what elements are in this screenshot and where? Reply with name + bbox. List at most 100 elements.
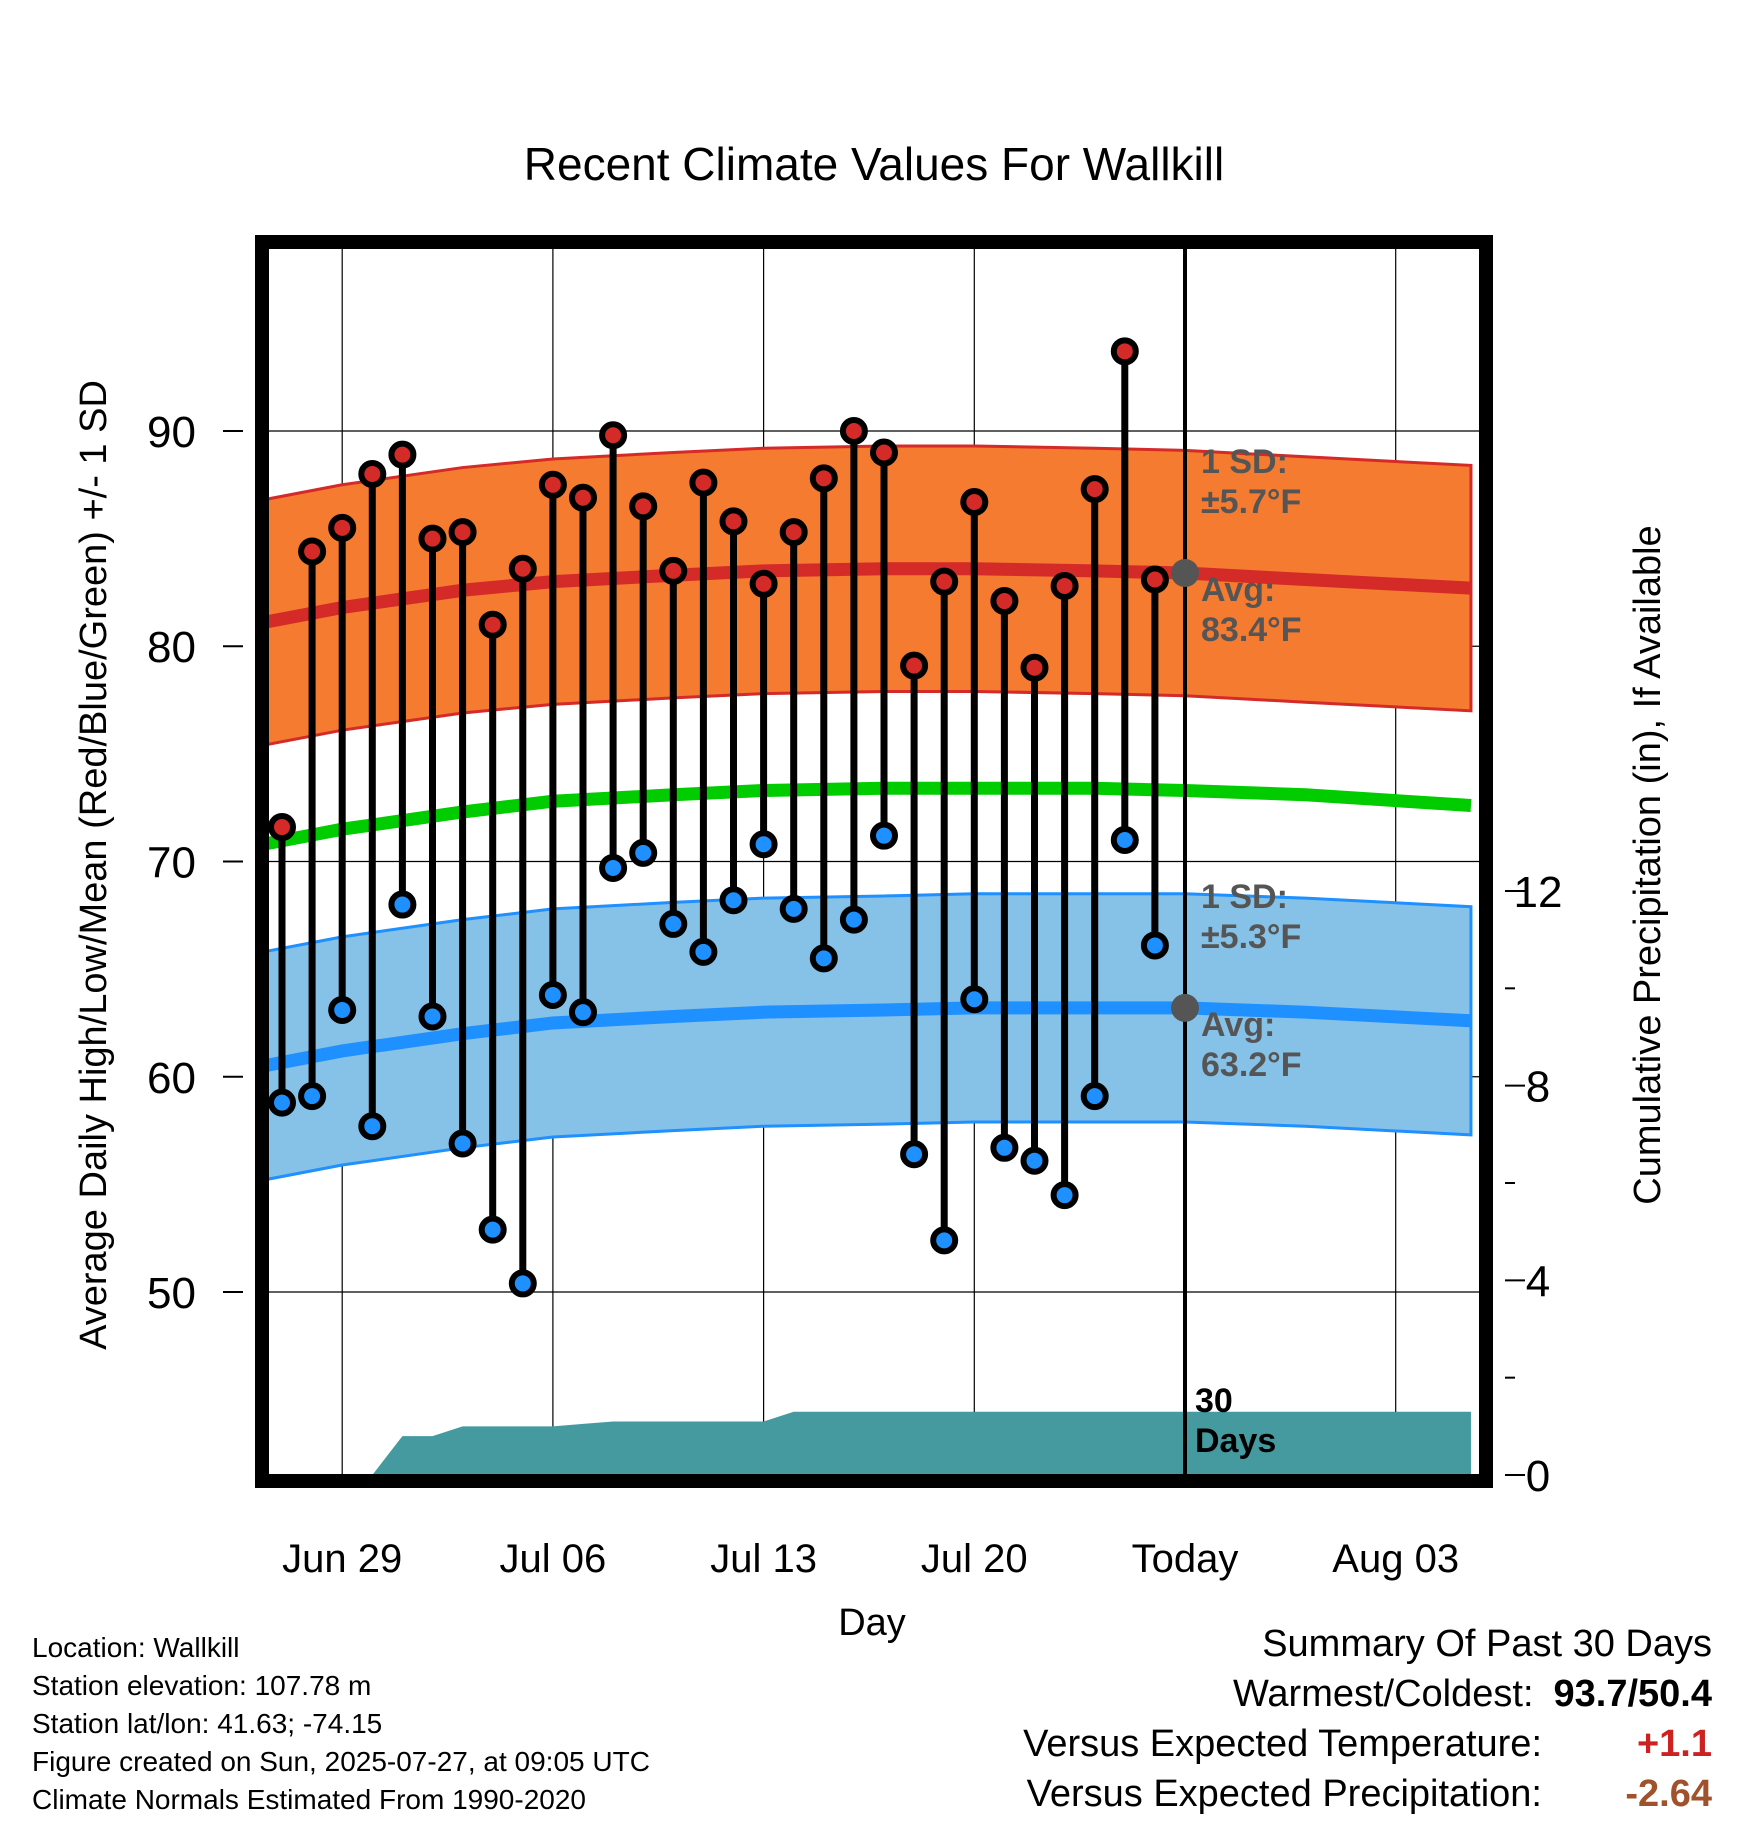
x-tick-label: Jun 29: [282, 1537, 402, 1581]
low-temp-dot: [809, 944, 838, 973]
high-temp-dot: [749, 569, 778, 598]
low-sd-label: 1 SD:: [1201, 878, 1288, 916]
low-temp-dot: [839, 905, 868, 934]
high-sd-label: 1 SD:: [1201, 443, 1288, 481]
days-label-number: 30: [1195, 1382, 1233, 1420]
low-temp-dot: [599, 853, 628, 882]
high-temp-dot: [298, 537, 327, 566]
summary-title: Summary Of Past 30 Days: [1262, 1623, 1712, 1665]
high-temp-dot: [358, 460, 387, 489]
high-temp-dot: [1110, 337, 1139, 366]
high-temp-dot: [599, 421, 628, 450]
y2-tick-label: 12: [1514, 868, 1563, 917]
high-temp-dot: [418, 524, 447, 553]
high-temp-dot: [779, 518, 808, 547]
high-temp-dot: [268, 813, 296, 842]
low-temp-dot: [1140, 931, 1169, 960]
y-tick-label: 70: [147, 839, 196, 888]
high-temp-dot: [839, 416, 868, 445]
low-temp-dot: [930, 1226, 959, 1255]
location-text: Location: Wallkill: [32, 1632, 240, 1663]
created-text: Figure created on Sun, 2025-07-27, at 09…: [32, 1746, 650, 1777]
low-temp-dot: [448, 1129, 477, 1158]
high-temp-dot: [1080, 475, 1109, 504]
high-temp-dot: [508, 554, 537, 583]
high-temp-dot: [538, 470, 567, 499]
high-temp-dot: [1050, 571, 1079, 600]
y-axis: 50 60 70 80 90: [147, 408, 243, 1318]
y2-axis: 0 4 8 12: [1505, 868, 1562, 1501]
y-tick-label: 50: [147, 1269, 196, 1318]
low-temp-dot: [990, 1133, 1019, 1162]
low-temp-dot: [779, 894, 808, 923]
y2-tick-label: 8: [1526, 1063, 1550, 1112]
high-temp-dot: [689, 468, 718, 497]
y2-tick-label: 4: [1526, 1257, 1550, 1306]
low-temp-dot: [538, 980, 567, 1009]
today-low-avg-marker: [1171, 993, 1199, 1022]
high-temp-dot: [569, 483, 597, 512]
low-temp-dot: [749, 830, 778, 859]
low-temp-dot: [418, 1002, 447, 1031]
low-temp-dot: [629, 838, 658, 867]
low-temp-dot: [358, 1112, 387, 1141]
summary-precip: Versus Expected Precipitation: -2.64: [1027, 1772, 1712, 1816]
y2-tick-label: 0: [1526, 1452, 1550, 1501]
low-temp-dot: [328, 996, 357, 1025]
y2-axis-label: Cumulative Precipitation (in), If Availa…: [1627, 525, 1669, 1204]
high-temp-dot: [930, 567, 959, 596]
low-temp-dot: [870, 821, 898, 850]
chart-title: Recent Climate Values For Wallkill: [524, 138, 1224, 190]
low-temp-dot: [1080, 1082, 1109, 1111]
high-temp-dot: [719, 507, 748, 536]
high-temp-dot: [809, 464, 838, 493]
low-temp-dot: [388, 890, 417, 919]
high-temp-dot: [990, 587, 1019, 616]
precip-value: -2.64: [1625, 1773, 1712, 1815]
warm-cold-label: Warmest/Coldest:: [1232, 1673, 1534, 1715]
summary-warm-cold: Warmest/Coldest: 93.7/50.4: [1233, 1672, 1712, 1716]
high-temp-dot: [1020, 653, 1049, 682]
observations: [268, 337, 1169, 1298]
x-tick-label: Today: [1132, 1537, 1239, 1581]
low-temp-dot: [689, 937, 718, 966]
high-temp-dot: [388, 440, 417, 469]
low-temp-dot: [900, 1140, 929, 1169]
low-temp-dot: [1050, 1181, 1079, 1210]
latlon-text: Station lat/lon: 41.63; -74.15: [32, 1708, 383, 1739]
temp-value: +1.1: [1636, 1723, 1712, 1765]
high-avg-label: Avg:: [1201, 571, 1275, 609]
low-temp-dot: [960, 985, 989, 1014]
high-temp-dot: [870, 438, 898, 467]
low-temp-dot: [478, 1215, 507, 1244]
high-temp-dot: [629, 492, 658, 521]
high-temp-dot: [448, 518, 477, 547]
high-temp-dot: [1140, 565, 1169, 594]
precip-area: [268, 1411, 1471, 1475]
days-label-word: Days: [1195, 1422, 1276, 1460]
high-temp-dot: [659, 556, 688, 585]
warm-cold-value: 93.7/50.4: [1553, 1673, 1712, 1715]
low-temp-dot: [298, 1082, 327, 1111]
y-tick-label: 60: [147, 1054, 196, 1103]
high-avg-value: 83.4°F: [1201, 611, 1302, 649]
y-tick-label: 90: [147, 408, 196, 457]
x-tick-label: Jul 20: [921, 1537, 1028, 1581]
low-temp-dot: [268, 1088, 296, 1117]
y-tick-label: 80: [147, 623, 196, 672]
x-axis: Jun 29 Jul 06 Jul 13 Jul 20 Today Aug 03: [282, 1537, 1459, 1581]
low-temp-dot: [508, 1269, 537, 1298]
y-axis-label: Average Daily High/Low/Mean (Red/Blue/Gr…: [73, 380, 115, 1350]
low-avg-label: Avg:: [1201, 1006, 1275, 1044]
low-avg-value: 63.2°F: [1201, 1046, 1302, 1084]
low-temp-dot: [569, 998, 597, 1027]
grid-lines: [268, 248, 1480, 1475]
summary-temp: Versus Expected Temperature: +1.1: [1023, 1722, 1712, 1766]
normals-text: Climate Normals Estimated From 1990-2020: [32, 1784, 586, 1815]
today-high-avg-marker: [1171, 559, 1199, 588]
plot-frame: [255, 235, 1493, 1488]
x-axis-label: Day: [838, 1602, 906, 1644]
precip-label: Versus Expected Precipitation:: [1026, 1773, 1542, 1815]
